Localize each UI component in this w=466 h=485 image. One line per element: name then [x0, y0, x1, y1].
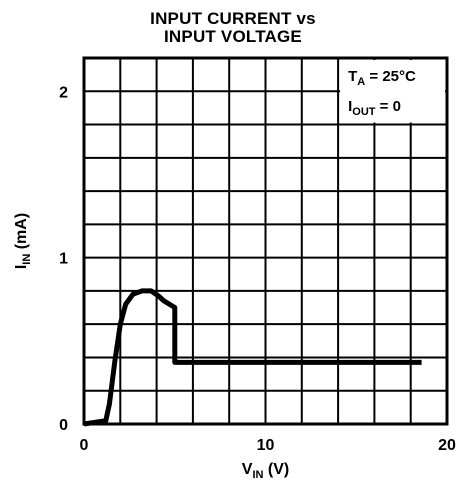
- series-line-input-current: [83, 288, 422, 427]
- x-axis-label-sub: IN: [252, 469, 263, 481]
- chart-title-line-2: INPUT VOLTAGE: [164, 27, 302, 46]
- annotation-ta-sub: A: [357, 76, 365, 88]
- x-axis-label: VIN (V): [242, 461, 289, 481]
- y-axis-label-unit: (mA): [13, 213, 30, 254]
- y-tick-label: 1: [59, 251, 68, 268]
- x-tick-label: 0: [80, 437, 89, 454]
- x-axis-label-main: V: [242, 461, 253, 478]
- y-tick-label: 0: [59, 417, 68, 434]
- annotation-iout-sub: OUT: [352, 106, 376, 118]
- x-tick-label: 20: [438, 437, 456, 454]
- annotation-iout-main: I: [348, 98, 352, 115]
- plot-frame: [82, 56, 449, 426]
- chart-title-line-1: INPUT CURRENT vs: [150, 9, 316, 28]
- x-tick-label: 10: [257, 437, 275, 454]
- annotation-ta-rest: = 25°C: [365, 68, 416, 85]
- annotation-ta-main: T: [348, 68, 357, 85]
- y-tick-label: 2: [59, 84, 68, 101]
- y-axis-label-sub: IN: [21, 254, 33, 265]
- y-axis-label: IIN (mA): [13, 213, 33, 269]
- annotation-iout-rest: = 0: [376, 98, 401, 115]
- tick-labels: 0 10 20 0 1 2: [59, 84, 456, 454]
- annotation-ta: TA = 25°C: [348, 68, 416, 88]
- x-axis-label-unit: (V): [263, 461, 289, 478]
- y-axis-label-main: I: [13, 265, 30, 269]
- annotation-iout: IOUT = 0: [348, 98, 401, 118]
- annotation-box: [340, 60, 445, 123]
